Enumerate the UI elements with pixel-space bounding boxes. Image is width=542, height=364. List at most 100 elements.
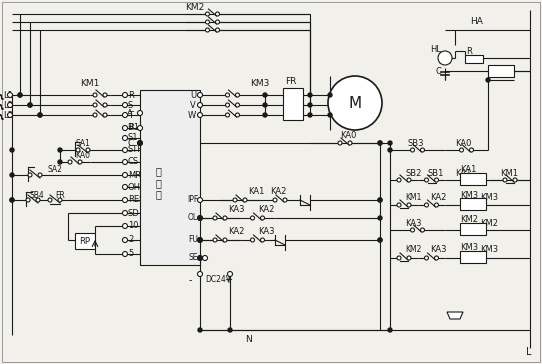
- Circle shape: [407, 256, 411, 260]
- Circle shape: [138, 111, 143, 115]
- Circle shape: [225, 103, 229, 107]
- Circle shape: [407, 178, 411, 182]
- Text: T: T: [128, 111, 133, 119]
- Circle shape: [197, 256, 203, 261]
- Text: OH: OH: [128, 182, 141, 191]
- Text: KA0: KA0: [490, 66, 506, 75]
- Circle shape: [122, 237, 127, 242]
- Circle shape: [388, 148, 392, 152]
- Circle shape: [513, 178, 517, 182]
- Circle shape: [338, 141, 342, 145]
- Circle shape: [233, 198, 237, 202]
- Circle shape: [263, 93, 267, 97]
- Circle shape: [378, 238, 382, 242]
- Text: KA1: KA1: [248, 187, 264, 197]
- Circle shape: [122, 159, 127, 165]
- Circle shape: [18, 93, 22, 97]
- Circle shape: [388, 141, 392, 145]
- Text: L3: L3: [3, 111, 13, 119]
- Circle shape: [93, 103, 97, 107]
- Circle shape: [8, 112, 12, 118]
- Circle shape: [424, 256, 429, 260]
- Circle shape: [263, 103, 267, 107]
- Text: R1: R1: [128, 123, 139, 132]
- Text: KA2: KA2: [430, 194, 447, 202]
- Text: IPF: IPF: [187, 195, 198, 205]
- Text: W: W: [188, 111, 196, 119]
- Circle shape: [203, 256, 208, 261]
- Circle shape: [424, 203, 429, 207]
- Circle shape: [103, 103, 107, 107]
- Text: SA1: SA1: [75, 138, 90, 147]
- Text: KM3: KM3: [480, 245, 498, 254]
- Text: KA1: KA1: [455, 169, 472, 178]
- Text: HA: HA: [470, 17, 483, 27]
- Text: KM3: KM3: [480, 194, 498, 202]
- Text: KM3: KM3: [460, 190, 478, 199]
- Text: KA3: KA3: [430, 245, 447, 254]
- Circle shape: [397, 203, 401, 207]
- Circle shape: [243, 198, 247, 202]
- Circle shape: [122, 173, 127, 178]
- Circle shape: [486, 78, 490, 82]
- Text: M: M: [349, 95, 362, 111]
- Text: FR: FR: [285, 78, 296, 87]
- Circle shape: [122, 126, 127, 131]
- Text: S: S: [128, 100, 133, 110]
- Circle shape: [138, 141, 142, 145]
- Text: 变
频
器: 变 频 器: [155, 166, 161, 199]
- Text: S1: S1: [128, 134, 139, 142]
- Circle shape: [273, 198, 277, 202]
- Circle shape: [503, 178, 507, 182]
- Bar: [460, 223, 486, 235]
- Circle shape: [122, 92, 127, 98]
- Circle shape: [261, 216, 264, 220]
- Text: SB4: SB4: [30, 190, 45, 199]
- Bar: [460, 173, 486, 185]
- Text: C: C: [127, 138, 133, 147]
- Text: KA0: KA0: [455, 138, 472, 147]
- Circle shape: [308, 93, 312, 97]
- Text: KA3: KA3: [228, 206, 244, 214]
- Circle shape: [261, 238, 264, 242]
- Circle shape: [122, 252, 127, 257]
- Bar: [460, 251, 486, 263]
- Bar: [140, 90, 200, 265]
- Circle shape: [250, 238, 255, 242]
- Circle shape: [308, 103, 312, 107]
- Circle shape: [424, 178, 429, 182]
- Text: SB1: SB1: [428, 169, 444, 178]
- Text: HL: HL: [430, 46, 441, 55]
- Circle shape: [250, 216, 255, 220]
- Circle shape: [197, 112, 203, 118]
- Circle shape: [223, 216, 227, 220]
- Circle shape: [283, 198, 287, 202]
- Circle shape: [76, 148, 80, 152]
- Text: KM2: KM2: [460, 215, 478, 225]
- Circle shape: [198, 256, 202, 260]
- Circle shape: [397, 256, 401, 260]
- Text: SB3: SB3: [408, 138, 424, 147]
- Circle shape: [10, 198, 14, 202]
- Circle shape: [197, 237, 203, 242]
- Circle shape: [122, 210, 127, 215]
- Circle shape: [378, 141, 382, 145]
- Circle shape: [263, 113, 267, 117]
- Text: MRS: MRS: [128, 170, 146, 179]
- Circle shape: [460, 148, 463, 152]
- Circle shape: [103, 113, 107, 117]
- Text: KM1: KM1: [80, 79, 99, 87]
- Text: FR: FR: [55, 190, 64, 199]
- Circle shape: [435, 256, 438, 260]
- Circle shape: [103, 93, 107, 97]
- Text: SA2: SA2: [48, 166, 63, 174]
- Text: KA2: KA2: [258, 206, 274, 214]
- Bar: [283, 88, 303, 120]
- Circle shape: [435, 178, 438, 182]
- Circle shape: [28, 103, 32, 107]
- Circle shape: [435, 203, 438, 207]
- Circle shape: [205, 20, 210, 24]
- Circle shape: [328, 113, 332, 117]
- Circle shape: [138, 141, 143, 146]
- Circle shape: [10, 198, 14, 202]
